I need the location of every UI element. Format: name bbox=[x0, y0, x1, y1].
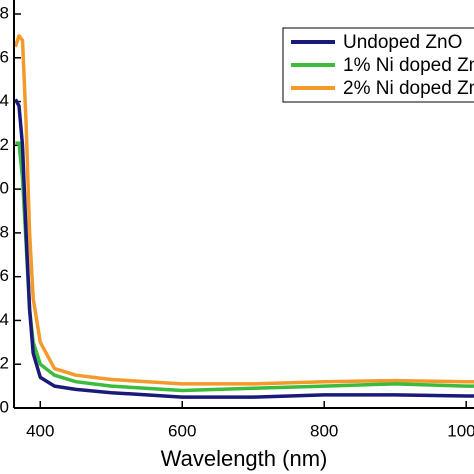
y-tick-label: 0.6 bbox=[0, 266, 9, 285]
y-tick-label: 1.4 bbox=[0, 91, 9, 110]
legend-label: 1% Ni doped ZnO bbox=[343, 55, 474, 76]
y-tick-label: 0.8 bbox=[0, 222, 9, 241]
x-tick-label: 1000 bbox=[447, 421, 474, 440]
data-line bbox=[15, 141, 474, 393]
data-line bbox=[13, 98, 474, 399]
y-tick-label: 1.0 bbox=[0, 179, 9, 198]
y-tick-label: 1.8 bbox=[0, 3, 9, 22]
x-tick-label: 600 bbox=[168, 421, 196, 440]
y-tick-label: 0.4 bbox=[0, 310, 9, 329]
legend-label: Undoped ZnO bbox=[343, 32, 462, 53]
x-tick-label: 400 bbox=[26, 421, 54, 440]
data-line bbox=[13, 34, 474, 386]
x-tick-label: 800 bbox=[310, 421, 338, 440]
y-tick-label: 1.2 bbox=[0, 135, 9, 154]
legend-label: 2% Ni doped ZnO bbox=[343, 78, 474, 99]
y-tick-label: 0.0 bbox=[0, 397, 9, 416]
y-tick-label: 1.6 bbox=[0, 47, 9, 66]
x-axis-label: Wavelength (nm) bbox=[161, 446, 328, 471]
y-tick-label: 0.2 bbox=[0, 354, 9, 373]
